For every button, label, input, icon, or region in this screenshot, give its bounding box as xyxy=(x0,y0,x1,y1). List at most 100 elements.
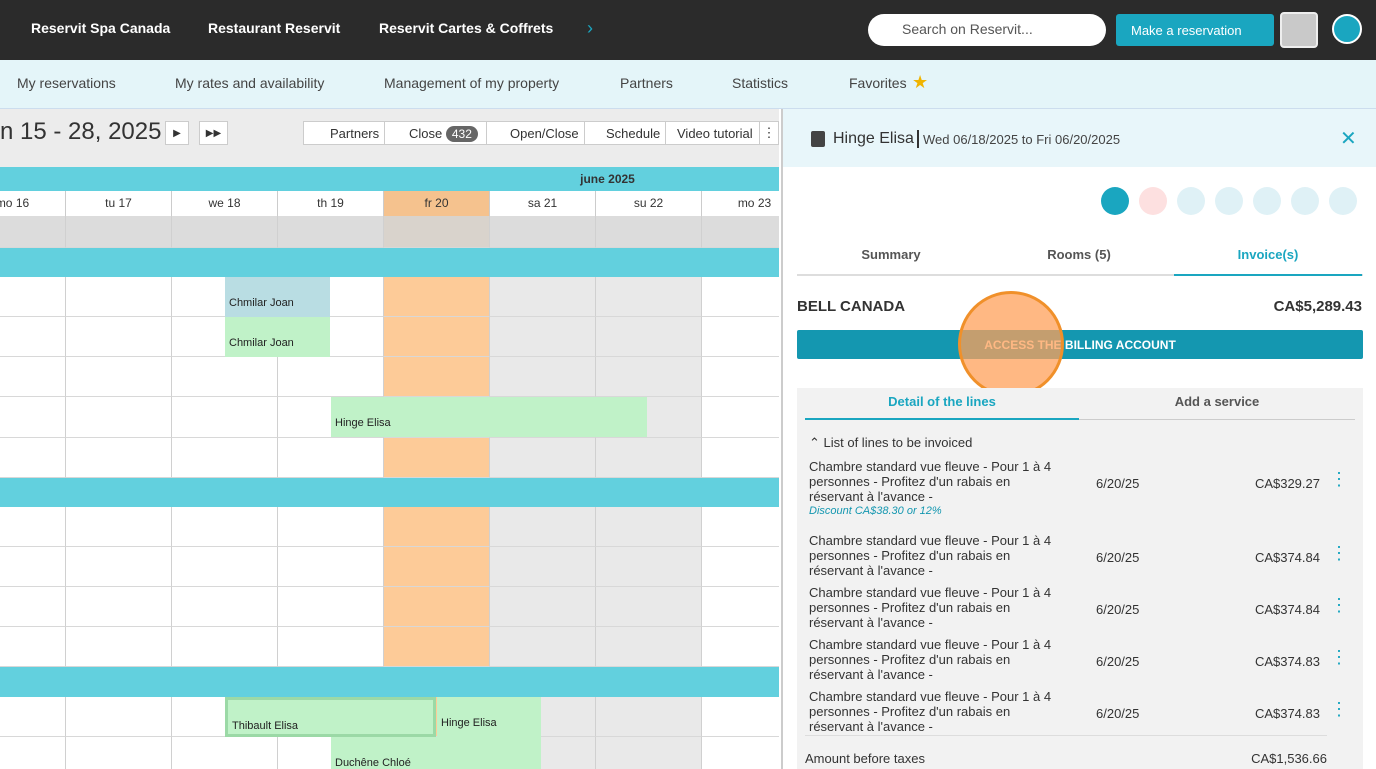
calendar-cell xyxy=(702,216,779,248)
calendar-cell xyxy=(490,587,596,627)
toolbar-button[interactable]: Open/Close xyxy=(486,121,585,145)
line-menu[interactable]: ⋮ xyxy=(1330,647,1348,667)
calendar-cell xyxy=(384,587,490,627)
calendar-cell xyxy=(172,507,278,547)
toolbar-button[interactable]: Close 432 xyxy=(384,121,487,145)
company-name: BELL CANADA xyxy=(797,298,906,315)
line-menu[interactable]: ⋮ xyxy=(1330,543,1348,563)
calendar-cell xyxy=(0,397,66,438)
delete-icon[interactable] xyxy=(1139,187,1167,215)
nav-link[interactable]: Management of my property xyxy=(384,75,560,91)
user-avatar[interactable] xyxy=(1332,14,1362,44)
booking[interactable]: Chmilar Joan xyxy=(225,317,330,357)
line-menu[interactable]: ⋮ xyxy=(1330,595,1348,615)
calendar-cell xyxy=(702,587,779,627)
nav-link[interactable]: My rates and availability xyxy=(175,75,325,91)
booking[interactable]: Hinge Elisa xyxy=(437,697,541,737)
next-button[interactable]: ▶ xyxy=(165,121,189,145)
calendar-cell xyxy=(384,317,490,357)
calendar-cell xyxy=(0,697,66,737)
calendar-cell xyxy=(66,216,172,248)
calendar-cell xyxy=(0,317,66,357)
nav-link[interactable]: My reservations xyxy=(17,75,116,91)
day-header: su 22 xyxy=(596,191,702,216)
card-icon[interactable] xyxy=(1215,187,1243,215)
calendar-cell xyxy=(490,357,596,397)
calendar-cell xyxy=(384,627,490,667)
list-title: ⌃ List of lines to be invoiced xyxy=(809,435,973,450)
nav-link[interactable]: Statistics xyxy=(732,75,789,91)
calendar-cell xyxy=(66,277,172,317)
calendar-cell xyxy=(172,438,278,478)
tab-active[interactable]: Invoice(s) xyxy=(1174,247,1362,276)
calendar-cell xyxy=(596,737,702,769)
calendar-cell xyxy=(384,216,490,248)
more-button[interactable]: ⋮ xyxy=(759,121,779,145)
nav-link[interactable]: Partners xyxy=(620,75,673,91)
reserve-button[interactable]: Make a reservation xyxy=(1116,14,1274,46)
calendar-cell xyxy=(702,397,779,438)
calendar-cell xyxy=(490,277,596,317)
guest-name: Hinge Elisa xyxy=(833,130,919,148)
calendar-cell xyxy=(490,216,596,248)
next-arrow[interactable]: › xyxy=(587,18,593,38)
line-date: 6/20/25 xyxy=(1096,602,1140,617)
calendar-cell xyxy=(66,587,172,627)
calendar-cell xyxy=(66,357,172,397)
day-header: mo 16 xyxy=(0,191,66,216)
subtab-active[interactable]: Detail of the lines xyxy=(805,394,1079,420)
nav-link[interactable]: Reservit Cartes & Coffrets xyxy=(379,20,554,36)
day-header: sa 21 xyxy=(490,191,596,216)
calendar-cell xyxy=(702,697,779,737)
nav-link[interactable]: Favorites xyxy=(849,75,907,91)
subtab[interactable]: Add a service xyxy=(1079,394,1355,420)
more-icon[interactable] xyxy=(1329,187,1357,215)
guest-icon xyxy=(811,131,825,147)
calendar-cell xyxy=(0,737,66,769)
stay-dates: Wed 06/18/2025 to Fri 06/20/2025 xyxy=(923,132,1121,147)
calendar-cell xyxy=(596,277,702,317)
tab[interactable]: Summary xyxy=(861,247,921,262)
calendar-cell xyxy=(0,357,66,397)
tab[interactable]: Rooms (5) xyxy=(1047,247,1111,262)
calendar-cell xyxy=(66,547,172,587)
nav-link[interactable]: Reservit Spa Canada xyxy=(31,20,171,36)
calendar-cell xyxy=(278,438,384,478)
calendar-cell xyxy=(384,507,490,547)
toolbar-label: Close xyxy=(409,126,443,141)
calendar-cell xyxy=(596,216,702,248)
toolbar-button[interactable]: Schedule xyxy=(584,121,666,145)
day-header: mo 23 xyxy=(702,191,779,216)
calendar-cell xyxy=(66,627,172,667)
calendar-cell xyxy=(596,587,702,627)
close-button[interactable]: ✕ xyxy=(1340,128,1357,150)
booking[interactable]: Duchêne Chloé xyxy=(331,737,541,769)
booking[interactable]: Hinge Elisa xyxy=(331,397,647,437)
toolbar-button[interactable]: Partners xyxy=(303,121,385,145)
calendar-cell xyxy=(490,317,596,357)
fast-forward-button[interactable]: ▶▶ xyxy=(199,121,228,145)
calendar-cell xyxy=(0,507,66,547)
calendar-cell xyxy=(66,507,172,547)
search-box[interactable]: Search on Reservit... xyxy=(868,14,1106,46)
booking[interactable]: Thibault Elisa xyxy=(225,697,436,737)
info-icon[interactable] xyxy=(1291,187,1319,215)
checkin-icon[interactable] xyxy=(1101,187,1129,215)
edit-icon[interactable] xyxy=(1253,187,1281,215)
billing-button[interactable]: ACCESS THE BILLING ACCOUNT xyxy=(797,330,1363,359)
calendar-cell xyxy=(66,397,172,438)
tabs-divider xyxy=(797,274,1363,276)
line-menu[interactable]: ⋮ xyxy=(1330,699,1348,719)
count-badge: 432 xyxy=(445,126,478,142)
calendar-cell xyxy=(278,627,384,667)
booking[interactable]: Chmilar Joan xyxy=(225,277,330,317)
line-amount: CA$374.84 xyxy=(1254,602,1320,617)
calendar-cell xyxy=(172,216,278,248)
document-icon[interactable] xyxy=(1177,187,1205,215)
toolbar-button[interactable]: Video tutorial xyxy=(665,121,760,145)
nav-link[interactable]: Restaurant Reservit xyxy=(208,20,341,36)
line-menu[interactable]: ⋮ xyxy=(1330,469,1348,489)
click-highlight xyxy=(958,291,1064,397)
notification-button[interactable] xyxy=(1280,12,1318,48)
